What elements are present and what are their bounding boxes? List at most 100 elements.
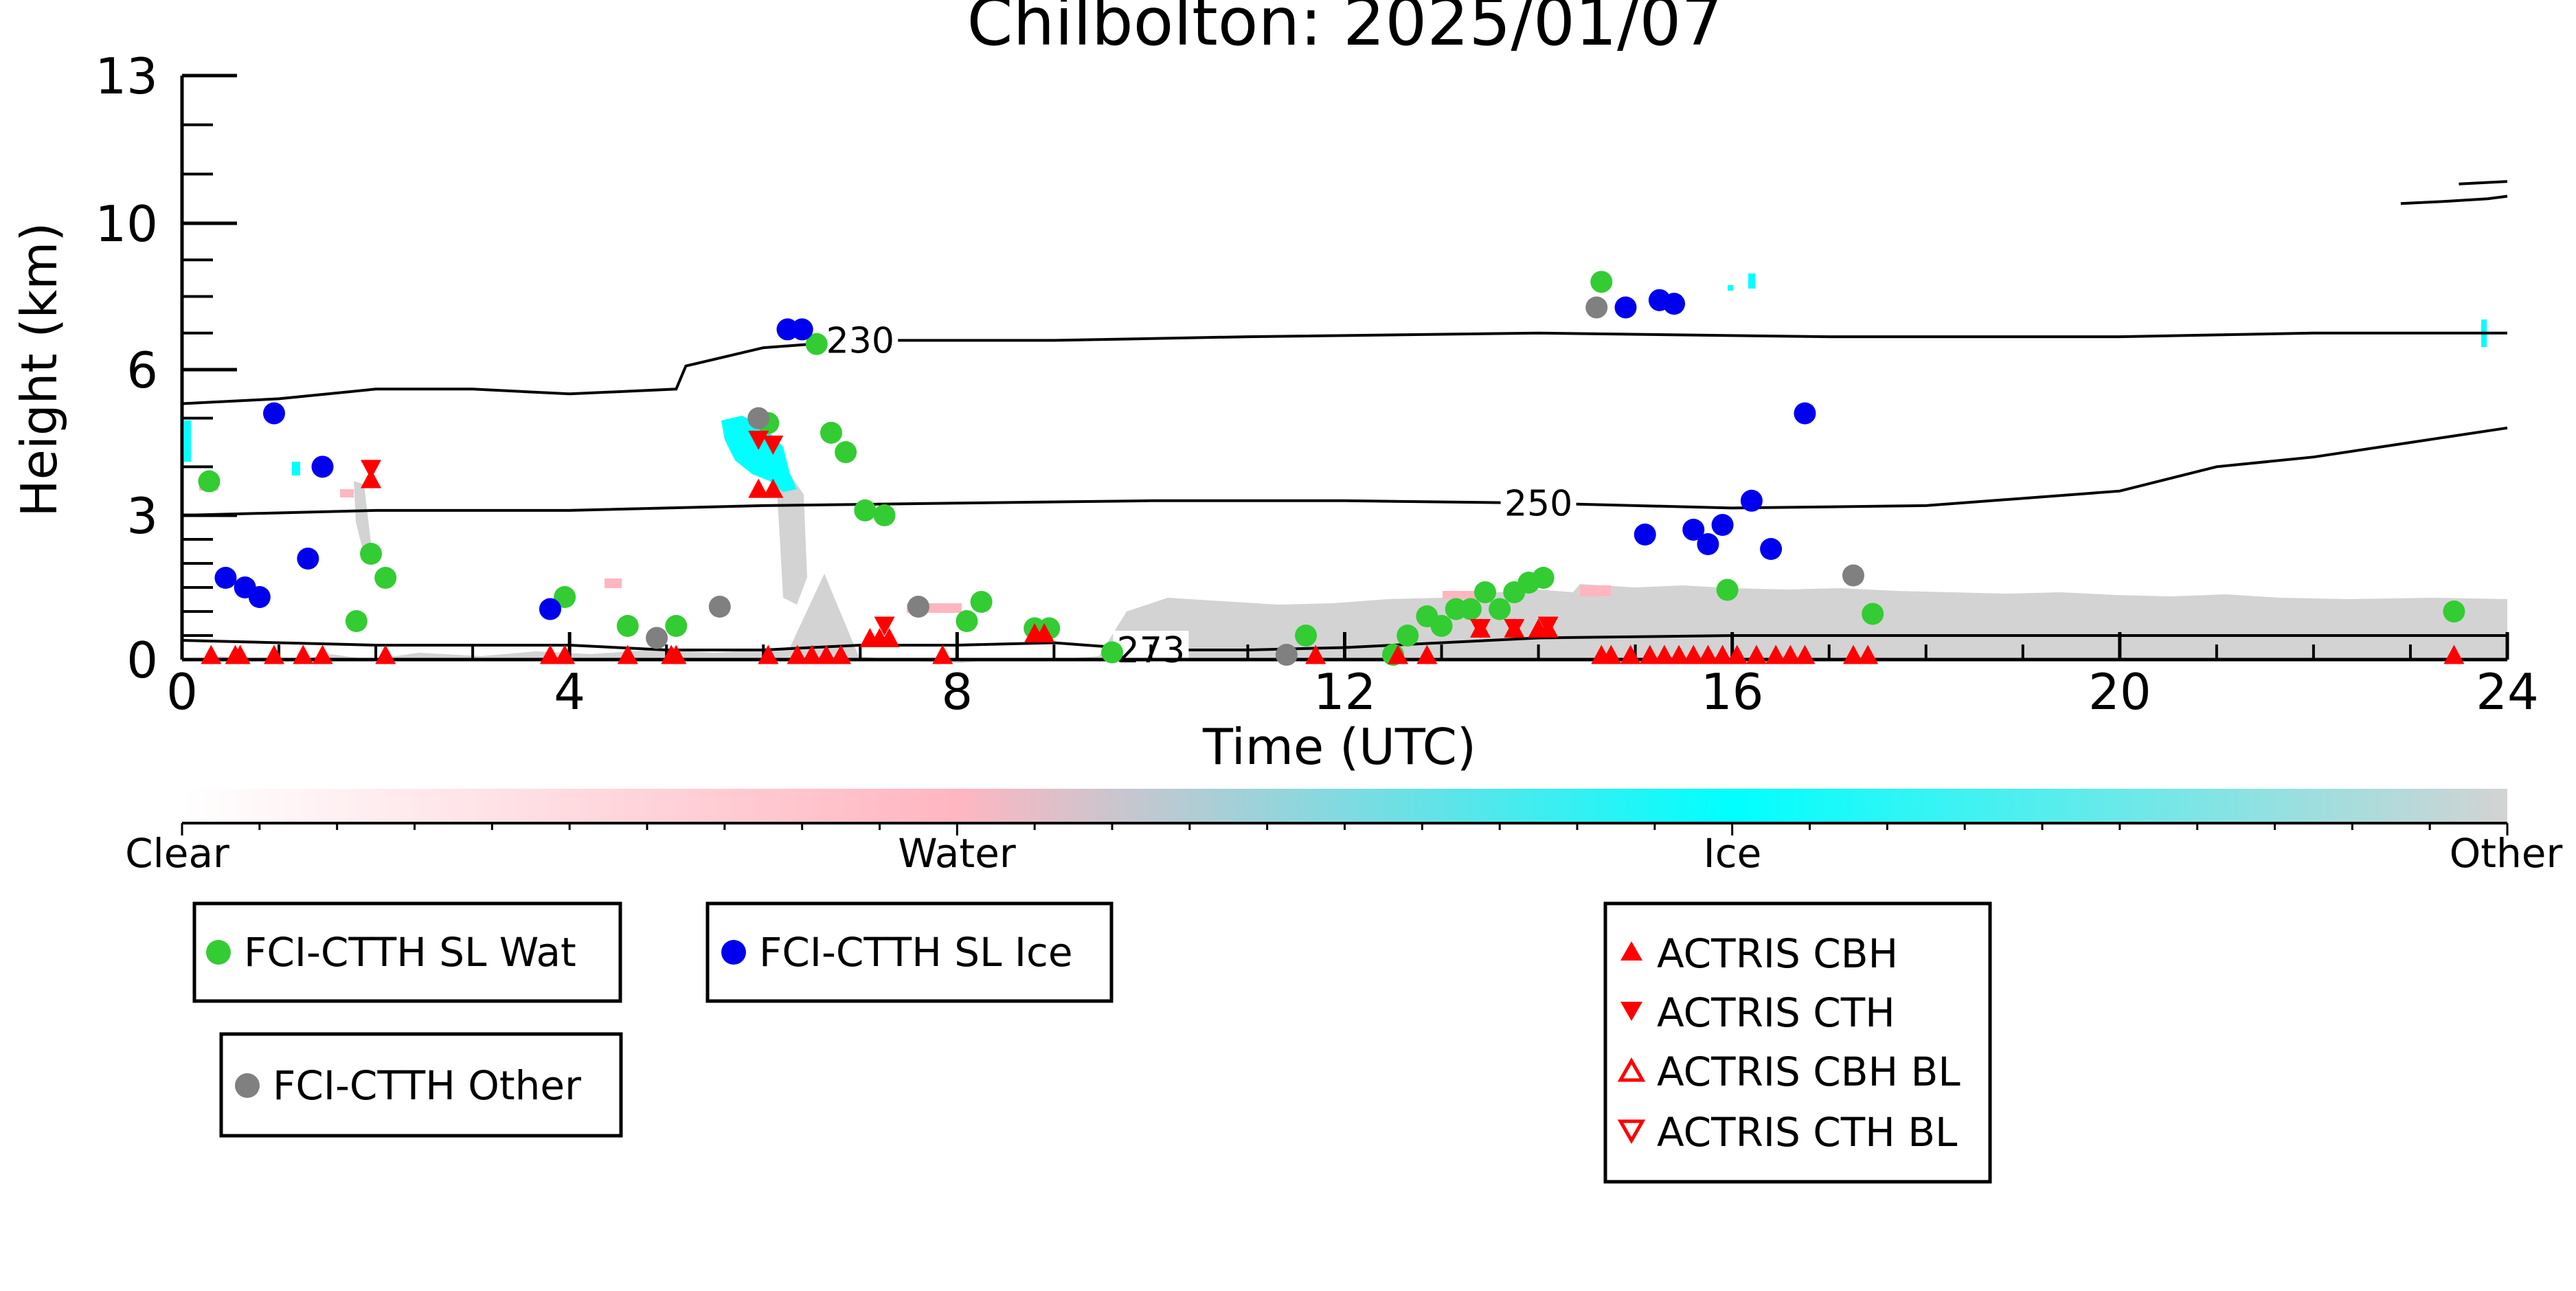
water-patch <box>1443 591 1484 599</box>
point-fci-ctth-sl-wat <box>1716 579 1739 601</box>
x-tick-label: 8 <box>941 663 973 721</box>
ice-patch <box>1748 273 1755 289</box>
point-fci-ctth-other <box>1585 296 1608 319</box>
colorbar-ticks <box>181 823 2509 835</box>
point-fci-ctth-sl-wat <box>820 421 842 444</box>
point-fci-ctth-sl-wat <box>1459 598 1482 620</box>
point-actris-cbh <box>1712 644 1733 664</box>
point-actris-cbh <box>1683 644 1704 664</box>
contour-label-bg <box>1500 484 1577 523</box>
point-fci-ctth-sl-wat <box>1489 598 1511 620</box>
legend-marker-blue-circle <box>721 940 746 965</box>
point-actris-cth <box>762 436 784 455</box>
colorbar-label-clear: Clear <box>125 830 229 877</box>
point-fci-ctth-sl-wat <box>835 441 857 464</box>
point-actris-cbh <box>1620 644 1641 664</box>
colorbar: Clear Water Ice Other <box>125 789 2562 877</box>
point-fci-ctth-sl-wat <box>665 615 688 637</box>
legend-marker-red-triangle-up-open <box>1617 1057 1646 1082</box>
point-fci-ctth-sl-wat <box>554 586 576 608</box>
y-tick-label: 10 <box>95 195 158 253</box>
point-fci-ctth-other <box>907 596 929 618</box>
point-actris-cth <box>361 460 382 480</box>
point-fci-ctth-sl-wat <box>1862 603 1884 625</box>
colorbar-label-other: Other <box>2450 830 2563 877</box>
point-actris-cbh <box>666 644 687 664</box>
point-actris-cth <box>748 430 769 450</box>
point-fci-ctth-sl-ice <box>262 402 285 425</box>
y-tick-label: 0 <box>126 631 158 689</box>
point-actris-cbh <box>229 644 251 664</box>
point-actris-cbh <box>2443 644 2465 664</box>
contour-label: 230 <box>826 320 894 361</box>
x-tick-label: 12 <box>1313 663 1377 721</box>
legend-box-fci-wat: FCI-CTTH SL Wat <box>192 901 622 1003</box>
point-fci-ctth-sl-ice <box>248 586 271 608</box>
point-actris-cth <box>1469 619 1491 638</box>
point-actris-cbh <box>263 644 284 664</box>
point-fci-ctth-other <box>1275 644 1298 666</box>
point-fci-ctth-sl-wat <box>854 499 877 521</box>
point-fci-ctth-sl-ice <box>791 318 813 341</box>
point-actris-cbh <box>1601 644 1622 664</box>
low-level-other-band <box>182 574 2507 663</box>
point-actris-cth <box>1504 619 1525 638</box>
point-fci-ctth-sl-wat <box>616 615 639 637</box>
point-actris-cbh <box>201 644 222 664</box>
point-fci-ctth-sl-wat <box>956 610 978 632</box>
point-actris-cbh <box>1780 644 1801 664</box>
point-fci-ctth-other <box>1842 564 1864 587</box>
point-actris-cbh <box>1416 644 1438 664</box>
point-actris-cbh <box>815 644 837 664</box>
point-actris-cbh <box>879 628 900 647</box>
colorbar-label-ice: Ice <box>1704 830 1762 877</box>
ice-patch <box>292 462 300 475</box>
point-actris-cbh <box>1765 644 1787 664</box>
point-actris-cbh <box>801 644 822 664</box>
point-actris-cth <box>1537 616 1559 636</box>
colorbar-gradient <box>182 789 2507 823</box>
chart-title: Chilbolton: 2025/01/07 <box>967 0 1724 60</box>
point-fci-ctth-sl-wat <box>345 610 368 632</box>
left-column-other <box>354 481 371 550</box>
point-fci-ctth-sl-wat <box>1590 271 1613 293</box>
point-fci-ctth-sl-wat <box>198 470 221 493</box>
point-fci-ctth-sl-ice <box>539 598 561 620</box>
legend-label: FCI-CTTH SL Ice <box>759 929 1073 976</box>
point-fci-ctth-sl-ice <box>1682 519 1705 541</box>
legend-marker-red-triangle-down <box>1620 1002 1642 1021</box>
contour-line <box>2400 194 2508 205</box>
point-fci-ctth-sl-ice <box>1760 538 1783 560</box>
legend-box-fci-other: FCI-CTTH Other <box>219 1032 623 1138</box>
point-actris-cbh <box>1745 644 1767 664</box>
contour-label: 250 <box>1504 483 1572 524</box>
water-patch <box>1580 585 1611 596</box>
ice-patch <box>184 420 191 462</box>
point-actris-cbh <box>1857 644 1879 664</box>
legend-box-fci-ice: FCI-CTTH SL Ice <box>705 901 1114 1003</box>
point-actris-cbh <box>1388 644 1409 664</box>
contour-label-bg <box>822 321 899 360</box>
point-fci-ctth-other <box>708 596 731 618</box>
point-actris-cbh <box>932 644 953 664</box>
point-fci-ctth-other <box>646 627 668 649</box>
point-fci-ctth-sl-wat <box>1430 615 1453 637</box>
colorbar-label-water: Water <box>898 830 1016 877</box>
point-fci-ctth-sl-ice <box>1740 489 1763 512</box>
point-fci-ctth-sl-wat <box>805 333 828 355</box>
point-fci-ctth-sl-wat <box>873 504 896 526</box>
point-actris-cbh <box>787 644 808 664</box>
point-fci-ctth-sl-wat <box>1295 625 1318 647</box>
legend-label: FCI-CTTH SL Wat <box>244 929 576 976</box>
point-actris-cbh <box>1726 644 1748 664</box>
point-actris-cbh <box>375 644 396 664</box>
point-fci-ctth-sl-wat <box>1397 625 1419 647</box>
x-tick-label: 24 <box>2476 663 2539 721</box>
point-fci-ctth-sl-ice <box>1614 296 1637 319</box>
legend-label: ACTRIS CTH BL <box>1657 1109 1957 1156</box>
point-actris-cbh <box>293 644 314 664</box>
y-tick-label: 6 <box>126 341 158 399</box>
point-fci-ctth-sl-ice <box>1634 524 1656 546</box>
point-actris-cbh <box>1794 644 1816 664</box>
point-fci-ctth-sl-ice <box>1697 533 1719 555</box>
